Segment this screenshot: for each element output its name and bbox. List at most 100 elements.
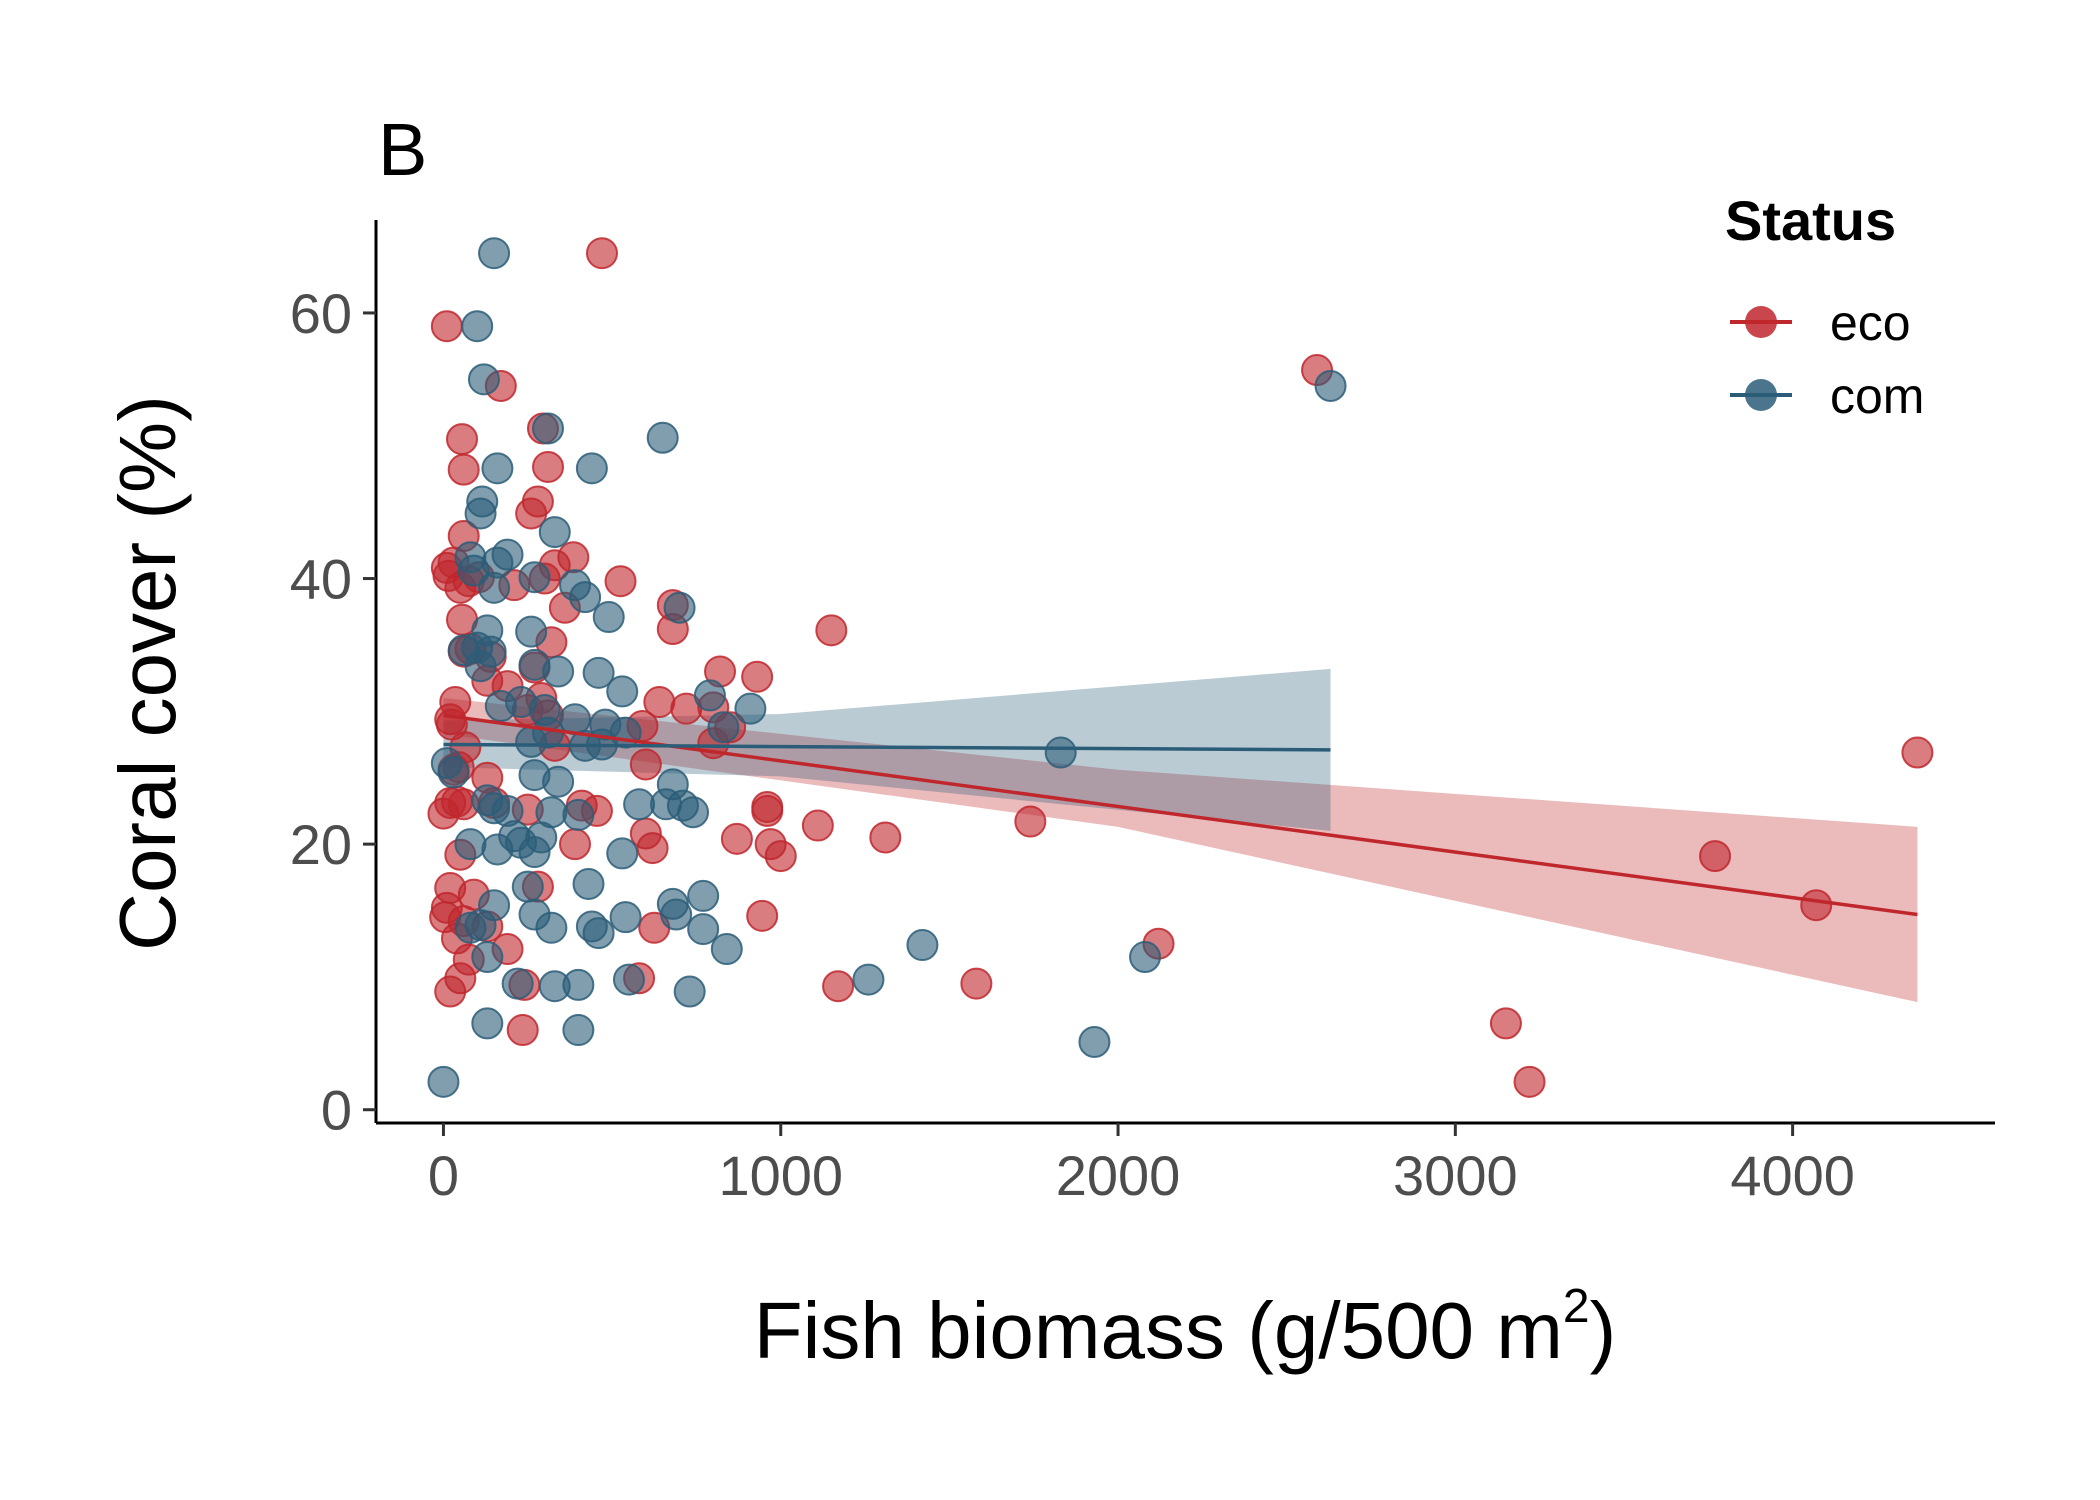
y-axis-title: Coral cover (%) [103,395,192,951]
point-com-26 [515,615,548,648]
point-com-59 [535,796,568,829]
point-com-39 [707,711,740,744]
point-com-10 [538,516,571,549]
point-eco-47 [741,660,774,693]
point-com-78 [687,913,720,946]
point-com-85 [562,968,595,1001]
point-eco-71 [869,821,902,854]
point-com-89 [471,1007,504,1040]
point-com-71 [535,911,568,944]
confidence-band-eco [443,698,1918,1003]
point-com-87 [673,975,706,1008]
legend-title: Status [1725,189,1896,252]
point-com-1 [461,310,494,343]
point-com-18 [569,581,602,614]
data-points [427,237,1934,1098]
y-tick-label-1: 20 [290,813,352,876]
point-com-6 [481,452,514,485]
point-eco-87 [434,975,467,1008]
point-com-63 [481,833,514,866]
point-com-86 [612,963,645,996]
point-com-47 [542,765,575,798]
confidence-band-com [443,668,1331,831]
point-eco-70 [801,809,834,842]
legend-key-point-eco [1745,306,1777,338]
point-eco-66 [751,790,784,823]
y-tick-label-0: 0 [321,1079,352,1142]
x-tick-label-0: 0 [428,1144,459,1207]
point-com-25 [464,650,497,683]
point-eco-0 [585,237,618,270]
point-eco-94 [1489,1007,1522,1040]
point-eco-9 [515,497,548,530]
y-tick-label-3: 60 [290,282,352,345]
y-axis-ticks: 0 20 40 60 [290,282,376,1142]
point-com-79 [710,933,743,966]
point-com-13 [491,538,524,571]
point-com-51 [677,796,710,829]
legend-label-com: com [1830,368,1924,424]
fit-lines [443,713,1918,917]
point-com-0 [478,237,511,270]
point-com-45 [437,756,470,789]
point-com-81 [1129,941,1162,974]
point-com-5 [646,421,679,454]
point-com-16 [478,571,511,604]
point-com-3 [1314,369,1347,402]
point-com-93 [1044,736,1077,769]
point-com-36 [559,703,592,736]
point-com-19 [592,601,625,634]
point-eco-97 [1800,889,1833,922]
point-com-7 [575,452,608,485]
x-axis-title-end: ) [1590,1286,1617,1375]
point-eco-68 [764,840,797,873]
point-eco-96 [1699,840,1732,873]
point-eco-21 [604,565,637,598]
x-axis-ticks: 0 1000 2000 3000 4000 [428,1123,1855,1207]
point-com-83 [501,967,534,1000]
point-eco-72 [1014,805,1047,838]
point-com-15 [457,554,490,587]
point-com-61 [606,837,639,870]
point-com-80 [906,929,939,962]
point-com-28 [542,655,575,688]
point-eco-91 [960,967,993,1000]
point-com-4 [532,412,565,445]
point-com-2 [467,363,500,396]
point-com-64 [518,836,551,869]
point-com-82 [471,941,504,974]
point-com-88 [852,963,885,996]
point-com-76 [660,898,693,931]
point-eco-93 [506,1014,539,1047]
point-eco-7 [532,450,565,483]
x-axis-title-superscript: 2 [1563,1280,1590,1333]
point-com-60 [562,798,595,831]
confidence-bands [443,668,1918,1003]
fit-line-eco [443,713,1918,917]
point-com-74 [609,901,642,934]
point-com-69 [454,911,487,944]
x-tick-label-1: 1000 [718,1144,843,1207]
point-eco-98 [1901,736,1934,769]
point-com-73 [582,917,615,950]
point-com-20 [663,591,696,624]
point-com-92 [427,1065,460,1098]
point-eco-6 [447,453,480,486]
x-tick-label-3: 3000 [1393,1144,1518,1207]
point-eco-69 [720,822,753,855]
point-com-66 [511,870,544,903]
point-eco-90 [822,970,855,1003]
point-com-14 [518,561,551,594]
point-com-9 [464,497,497,530]
x-axis-title: Fish biomass (g/500 m2) [754,1280,1617,1375]
panel-label: B [378,108,427,191]
point-eco-1 [430,310,463,343]
x-tick-label-4: 4000 [1730,1144,1855,1207]
legend-key-point-com [1745,379,1777,411]
point-eco-95 [1513,1065,1546,1098]
point-com-77 [687,879,720,912]
point-com-65 [572,867,605,900]
point-com-30 [606,675,639,708]
legend-item-com: com [1730,368,1924,424]
